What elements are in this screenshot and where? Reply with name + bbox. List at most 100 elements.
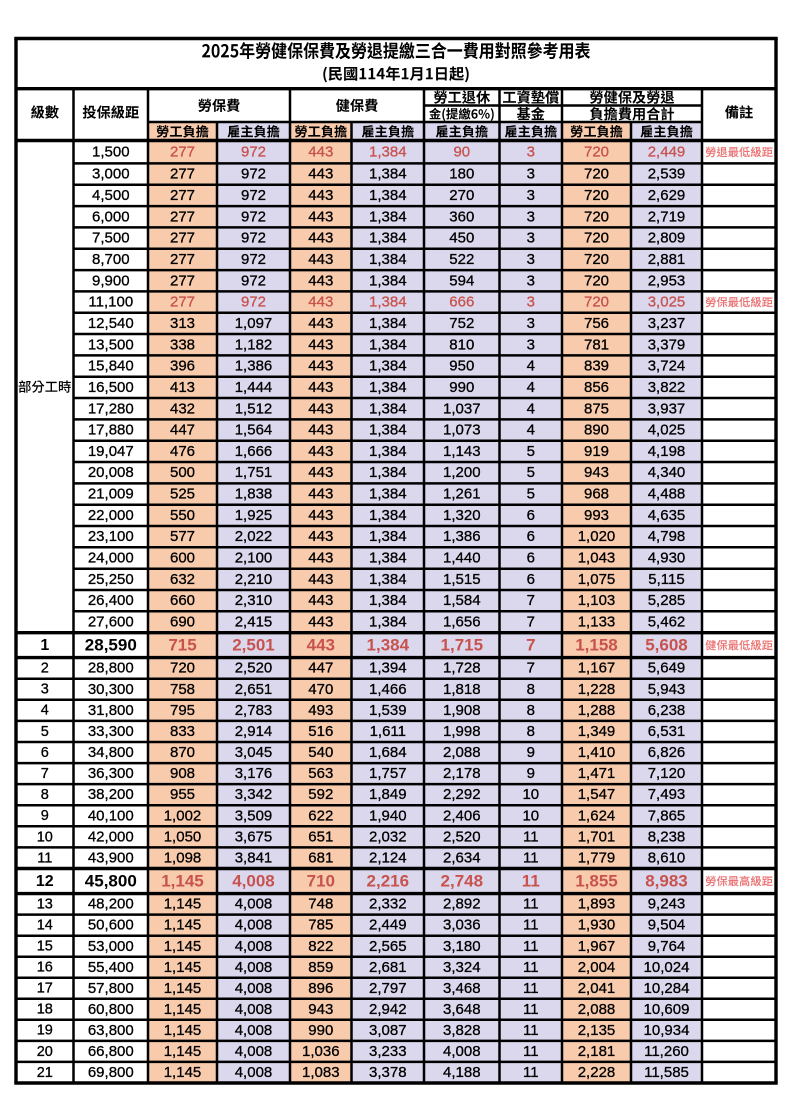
svg-text:443: 443 — [308, 528, 333, 545]
svg-text:1,145: 1,145 — [164, 1001, 202, 1018]
svg-text:493: 493 — [308, 702, 333, 719]
svg-text:4,188: 4,188 — [443, 1064, 481, 1081]
svg-text:2,914: 2,914 — [235, 723, 273, 740]
svg-text:277: 277 — [170, 230, 195, 247]
svg-text:3: 3 — [41, 682, 49, 698]
svg-text:5,462: 5,462 — [648, 614, 686, 631]
svg-text:15: 15 — [37, 939, 53, 955]
svg-text:4,008: 4,008 — [235, 1043, 273, 1060]
svg-text:10,024: 10,024 — [644, 959, 690, 976]
svg-text:17,280: 17,280 — [88, 400, 134, 417]
svg-text:10: 10 — [37, 829, 53, 845]
svg-text:11,585: 11,585 — [644, 1064, 689, 1081]
svg-text:1,757: 1,757 — [369, 765, 407, 782]
svg-text:3: 3 — [527, 166, 535, 183]
svg-text:7: 7 — [527, 614, 535, 631]
svg-text:19: 19 — [37, 1023, 53, 1039]
svg-text:1,020: 1,020 — [578, 528, 616, 545]
svg-text:2,942: 2,942 — [369, 1001, 407, 1018]
svg-text:1,751: 1,751 — [235, 464, 273, 481]
svg-text:972: 972 — [241, 251, 266, 268]
svg-text:360: 360 — [449, 208, 474, 225]
svg-text:16: 16 — [37, 960, 53, 976]
svg-text:516: 516 — [308, 723, 333, 740]
svg-text:651: 651 — [308, 828, 333, 845]
svg-text:3,828: 3,828 — [443, 1022, 481, 1039]
svg-text:4,930: 4,930 — [648, 550, 686, 567]
svg-text:1,384: 1,384 — [369, 144, 407, 161]
svg-text:1,182: 1,182 — [235, 336, 273, 353]
svg-text:11: 11 — [523, 828, 539, 845]
svg-text:594: 594 — [449, 272, 474, 289]
svg-text:720: 720 — [584, 187, 609, 204]
svg-text:990: 990 — [308, 1022, 333, 1039]
svg-text:1,384: 1,384 — [369, 358, 407, 375]
svg-text:1,925: 1,925 — [235, 507, 273, 524]
svg-text:1,384: 1,384 — [369, 507, 407, 524]
svg-text:17,880: 17,880 — [88, 422, 134, 439]
svg-text:11: 11 — [523, 938, 539, 955]
svg-text:2,004: 2,004 — [578, 959, 616, 976]
svg-text:2,181: 2,181 — [578, 1043, 616, 1060]
svg-text:3: 3 — [527, 336, 535, 353]
svg-text:715: 715 — [168, 635, 196, 654]
svg-text:2,565: 2,565 — [369, 938, 407, 955]
svg-text:1,145: 1,145 — [164, 896, 202, 913]
svg-text:5,943: 5,943 — [648, 681, 686, 698]
svg-text:1,002: 1,002 — [164, 807, 202, 824]
svg-text:1,386: 1,386 — [235, 358, 273, 375]
svg-text:2,719: 2,719 — [648, 208, 686, 225]
svg-text:12: 12 — [36, 873, 54, 890]
svg-text:1,998: 1,998 — [443, 723, 481, 740]
svg-text:26,400: 26,400 — [88, 592, 134, 609]
svg-text:896: 896 — [308, 980, 333, 997]
svg-text:1,050: 1,050 — [164, 828, 202, 845]
svg-text:720: 720 — [584, 294, 609, 311]
svg-text:11,260: 11,260 — [644, 1043, 689, 1060]
svg-text:5,608: 5,608 — [645, 635, 688, 654]
svg-text:1,384: 1,384 — [369, 571, 407, 588]
svg-text:839: 839 — [584, 358, 609, 375]
svg-text:1,145: 1,145 — [164, 959, 202, 976]
svg-text:2,332: 2,332 — [369, 896, 407, 913]
svg-text:443: 443 — [308, 208, 333, 225]
svg-text:1,145: 1,145 — [164, 980, 202, 997]
svg-text:1,036: 1,036 — [302, 1043, 340, 1060]
svg-text:1,349: 1,349 — [578, 723, 616, 740]
svg-text:666: 666 — [449, 294, 474, 311]
svg-text:785: 785 — [308, 917, 333, 934]
svg-text:277: 277 — [170, 166, 195, 183]
svg-text:3: 3 — [527, 251, 535, 268]
svg-text:2,953: 2,953 — [648, 272, 686, 289]
svg-text:443: 443 — [308, 464, 333, 481]
svg-text:4,488: 4,488 — [648, 486, 686, 503]
svg-text:1,097: 1,097 — [235, 315, 273, 332]
svg-text:870: 870 — [170, 744, 195, 761]
svg-text:632: 632 — [170, 571, 195, 588]
svg-text:7,493: 7,493 — [648, 786, 686, 803]
svg-text:3,045: 3,045 — [235, 744, 273, 761]
svg-text:1,167: 1,167 — [578, 660, 616, 677]
svg-text:1,500: 1,500 — [92, 144, 130, 161]
svg-text:443: 443 — [308, 230, 333, 247]
svg-text:6: 6 — [527, 550, 535, 567]
svg-text:1,145: 1,145 — [164, 938, 202, 955]
svg-text:277: 277 — [170, 208, 195, 225]
svg-text:660: 660 — [170, 592, 195, 609]
svg-text:4,008: 4,008 — [232, 871, 275, 890]
svg-text:90: 90 — [453, 144, 470, 161]
svg-text:396: 396 — [170, 358, 195, 375]
svg-text:3,237: 3,237 — [648, 315, 686, 332]
svg-text:2,520: 2,520 — [235, 660, 273, 677]
svg-text:1,394: 1,394 — [369, 660, 407, 677]
svg-text:890: 890 — [584, 422, 609, 439]
svg-text:11: 11 — [523, 896, 539, 913]
svg-text:752: 752 — [449, 315, 474, 332]
svg-text:443: 443 — [308, 272, 333, 289]
svg-text:756: 756 — [584, 315, 609, 332]
svg-text:690: 690 — [170, 614, 195, 631]
svg-text:1,584: 1,584 — [443, 592, 481, 609]
svg-text:19,047: 19,047 — [88, 443, 134, 460]
svg-text:4,008: 4,008 — [235, 917, 273, 934]
svg-text:8,610: 8,610 — [648, 850, 686, 867]
